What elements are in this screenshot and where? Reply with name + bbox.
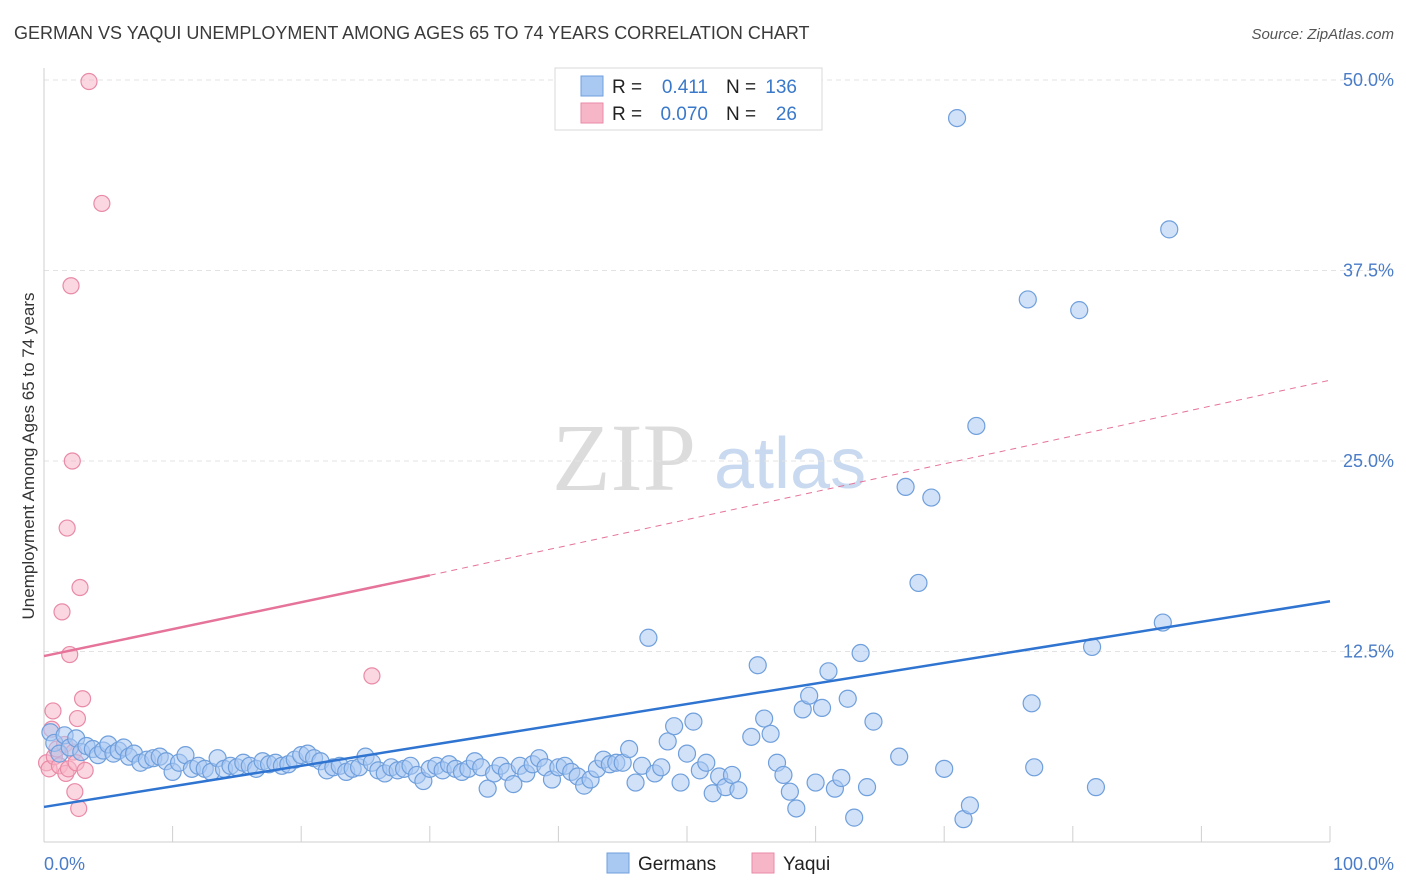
yaqui-point (73, 690, 92, 708)
germans-point (838, 689, 857, 708)
yaqui-point (93, 194, 111, 213)
germans-point (504, 774, 523, 794)
yaqui-point (363, 667, 381, 685)
germans-point (639, 628, 658, 647)
germans-point (755, 709, 774, 728)
germans-point (748, 656, 767, 675)
series-germans (41, 108, 1179, 829)
yaqui-point (80, 72, 98, 91)
yaqui-point (66, 783, 84, 801)
germans-point (922, 488, 941, 507)
bottom-legend-label-germans: Germans (638, 854, 716, 875)
germans-point (947, 108, 967, 128)
chart-title: GERMAN VS YAQUI UNEMPLOYMENT AMONG AGES … (14, 23, 810, 43)
germans-point (722, 765, 742, 785)
trend-lines (43, 379, 1331, 809)
germans-point (1086, 778, 1106, 797)
legend-n-value-germans: 136 (765, 77, 797, 98)
germans-point (652, 758, 671, 777)
germans-point (729, 781, 748, 800)
germans-point (800, 686, 819, 705)
yaqui-point (63, 452, 81, 470)
germans-point (960, 796, 980, 815)
legend-r-label-germans: R = (612, 77, 642, 98)
germans-point (819, 662, 838, 681)
watermark-atlas: atlas (714, 424, 866, 504)
watermark-zip: ZIP (552, 404, 696, 511)
yaqui-point (71, 578, 89, 597)
germans-point (890, 747, 909, 766)
legend-r-value-yaqui: 0.070 (660, 104, 708, 125)
y-tick-label: 37.5% (1343, 261, 1394, 281)
yaqui-point (62, 277, 80, 295)
y-tick-labels: 12.5% 25.0% 37.5% 50.0% (1343, 70, 1394, 662)
yaqui-trend-line (43, 574, 431, 658)
germans-point (935, 759, 954, 778)
y-tick-label: 25.0% (1343, 451, 1394, 471)
germans-point (851, 643, 870, 663)
germans-point (1160, 220, 1179, 239)
bottom-legend-swatch-germans (606, 852, 630, 874)
germans-point (761, 724, 780, 743)
germans-point (626, 773, 645, 792)
germans-point (967, 416, 986, 436)
germans-point (845, 808, 864, 827)
x-axis-ticks (43, 826, 1331, 842)
yaqui-point (53, 603, 71, 621)
y-axis-label: Unemployment Among Ages 65 to 74 years (19, 293, 38, 620)
germans-point (671, 773, 690, 792)
x-tick-label-max: 100.0% (1333, 854, 1394, 874)
yaqui-point (58, 519, 76, 537)
legend-swatch-germans (580, 75, 604, 97)
germans-point (832, 768, 851, 788)
chart-source: Source: ZipAtlas.com (1251, 26, 1394, 43)
germans-point (620, 739, 639, 759)
germans-point (697, 753, 716, 772)
germans-point (780, 782, 799, 801)
legend-n-value-yaqui: 26 (776, 104, 797, 125)
series-legend: Germans Yaqui (606, 852, 830, 875)
bottom-legend-label-yaqui: Yaqui (783, 854, 830, 875)
germans-point (1018, 290, 1037, 309)
legend-n-label-yaqui: N = (726, 104, 756, 125)
legend-r-value-germans: 0.411 (662, 77, 708, 98)
germans-point (1025, 758, 1044, 777)
germans-point (677, 744, 697, 763)
yaqui-point (44, 702, 62, 720)
germans-point (1022, 694, 1041, 713)
germans-point (665, 717, 684, 736)
germans-point (864, 712, 883, 731)
germans-point (742, 727, 761, 746)
germans-point (812, 698, 832, 717)
yaqui-point (76, 761, 94, 779)
x-tick-label-min: 0.0% (44, 854, 85, 874)
legend-n-label-germans: N = (726, 77, 756, 98)
yaqui-point (68, 709, 87, 728)
legend-swatch-yaqui (580, 102, 604, 124)
correlation-legend: R = 0.411 N = 136 R = 0.070 N = 26 (554, 67, 823, 131)
gridlines (44, 79, 1394, 652)
germans-point (1070, 301, 1089, 320)
bottom-legend-swatch-yaqui (751, 852, 775, 874)
germans-point (857, 778, 877, 797)
germans-point (684, 712, 703, 731)
y-tick-label: 50.0% (1343, 70, 1394, 90)
germans-point (774, 765, 793, 785)
germans-point (909, 573, 928, 593)
germans-point (478, 779, 497, 798)
germans-point (806, 773, 825, 792)
germans-point (787, 799, 806, 818)
germans-point (896, 477, 915, 497)
germans-point (658, 732, 677, 751)
germans-trend-line (43, 599, 1331, 809)
y-tick-label: 12.5% (1343, 642, 1394, 662)
legend-r-label-yaqui: R = (612, 104, 642, 125)
series-yaqui (37, 72, 381, 818)
